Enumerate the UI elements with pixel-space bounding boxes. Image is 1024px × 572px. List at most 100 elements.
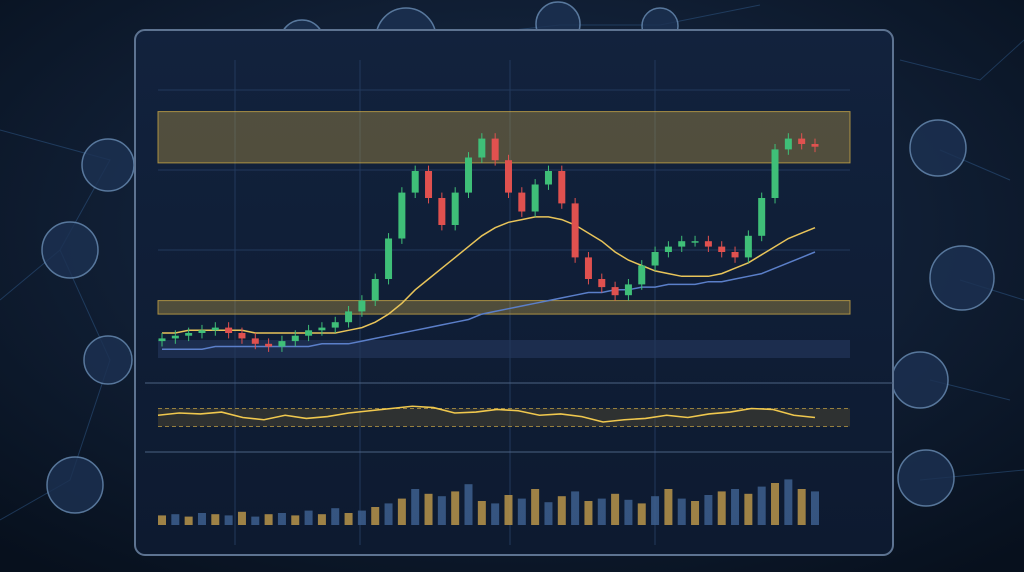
volume-bar xyxy=(464,484,473,525)
candle-body xyxy=(491,138,499,161)
candle-body xyxy=(158,338,166,342)
candle-body xyxy=(451,192,459,225)
price-zone xyxy=(157,111,851,164)
volume-bar xyxy=(611,493,620,525)
moving-average xyxy=(162,216,816,334)
candle-body xyxy=(331,322,339,328)
candle-body xyxy=(598,279,606,288)
volume-bar xyxy=(637,503,646,525)
candle-body xyxy=(171,335,179,339)
candle-body xyxy=(811,144,819,147)
volume-bar xyxy=(424,493,433,525)
candle-body xyxy=(198,330,206,333)
candle-body xyxy=(345,311,353,323)
volume-bar xyxy=(251,516,260,525)
candle-body xyxy=(385,238,393,279)
candle-body xyxy=(624,284,632,296)
candle-body xyxy=(358,300,366,312)
base-band xyxy=(158,340,850,358)
candle-body xyxy=(704,241,712,247)
volume-bar xyxy=(744,493,753,525)
candle-body xyxy=(398,192,406,239)
volume-bar xyxy=(517,498,526,525)
candle-body xyxy=(544,171,552,185)
volume-bar xyxy=(211,514,220,525)
volume-bar xyxy=(677,498,686,525)
candle-body xyxy=(504,160,512,193)
volume-bar xyxy=(397,498,406,525)
candle-body xyxy=(731,252,739,258)
volume-bar xyxy=(437,496,446,525)
volume-bar xyxy=(344,513,353,525)
candle-body xyxy=(411,171,419,193)
candle-body xyxy=(558,171,566,204)
volume-bar xyxy=(304,510,313,525)
volume-bar xyxy=(277,513,286,525)
volume-bar xyxy=(264,514,273,525)
volume-bar xyxy=(784,479,793,525)
candle-body xyxy=(478,138,486,158)
volume-bar xyxy=(331,508,340,525)
candle-body xyxy=(798,138,806,144)
candle-body xyxy=(651,252,659,266)
volume-bar xyxy=(597,498,606,525)
volume-bar xyxy=(491,503,500,525)
volume-bar xyxy=(571,491,580,525)
oscillator-line xyxy=(157,405,816,423)
volume-bar xyxy=(477,501,486,525)
candle-body xyxy=(571,203,579,258)
candle-body xyxy=(611,287,619,296)
candle-body xyxy=(758,198,766,236)
candle-body xyxy=(425,171,433,198)
candle-body xyxy=(744,235,752,258)
candle-body xyxy=(784,138,792,150)
volume-bar xyxy=(158,515,166,525)
volume-bar xyxy=(197,513,206,525)
volume-bar xyxy=(584,501,593,525)
volume-bar xyxy=(411,489,420,525)
volume-bar xyxy=(664,489,673,525)
volume-bar xyxy=(384,503,393,525)
candle-body xyxy=(438,198,446,225)
candle-body xyxy=(691,241,699,243)
candle-body xyxy=(291,335,299,342)
volume-bar xyxy=(557,496,566,525)
volume-bar xyxy=(757,486,766,525)
volume-bar xyxy=(771,483,780,525)
volume-bar xyxy=(371,507,380,525)
volume-bar xyxy=(171,514,180,525)
volume-bar xyxy=(544,502,553,525)
volume-bar xyxy=(651,496,660,525)
candle-body xyxy=(771,149,779,198)
volume-bar xyxy=(357,510,366,525)
volume-bar xyxy=(224,515,233,525)
oscillator-zone xyxy=(158,408,850,427)
volume-bar xyxy=(691,501,700,525)
monitor-frame xyxy=(134,29,894,556)
volume-bar xyxy=(291,515,300,525)
candle-body xyxy=(664,246,672,252)
volume-bar xyxy=(811,491,819,525)
candle-body xyxy=(718,246,726,252)
volume-bar xyxy=(531,489,540,525)
volume-bar xyxy=(451,491,460,525)
price-zone xyxy=(157,300,851,315)
candle-body xyxy=(305,330,313,336)
candle-body xyxy=(638,265,646,285)
candle-body xyxy=(465,157,473,193)
candle-body xyxy=(211,327,219,331)
candle-body xyxy=(518,192,526,212)
candle-body xyxy=(251,338,259,344)
candle-body xyxy=(185,333,193,336)
volume-bar xyxy=(184,516,193,525)
candle-body xyxy=(278,341,286,347)
volume-bar xyxy=(797,489,806,525)
candle-body xyxy=(678,241,686,247)
volume-bar xyxy=(717,491,726,525)
candle-body xyxy=(238,333,246,339)
volume-bar xyxy=(237,511,246,525)
volume-bar xyxy=(317,514,326,525)
candle-body xyxy=(531,184,539,212)
